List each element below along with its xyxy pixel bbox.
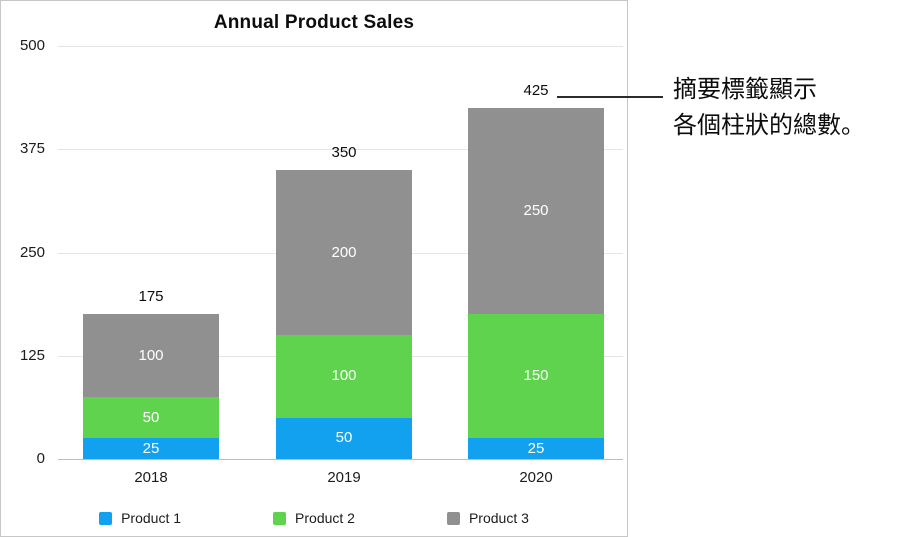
callout-line (557, 96, 663, 98)
legend-item-product-3: Product 3 (446, 510, 529, 526)
legend-label: Product 2 (295, 510, 355, 526)
legend-swatch (446, 511, 460, 525)
annotation-line-2: 各個柱狀的總數。 (673, 112, 865, 139)
bar-segment-product-1-2020 (468, 438, 604, 459)
legend-swatch (273, 511, 287, 525)
x-axis-label: 2018 (134, 469, 168, 486)
bar-segment-product-2-2020 (468, 314, 604, 439)
legend: Product 1 Product 2 Product 3 (1, 510, 627, 526)
y-axis-label: 250 (19, 243, 45, 261)
chart-panel: Annual Product Sales 0 125 250 375 500 25 50 10… (0, 0, 628, 537)
y-axis-label: 375 (19, 140, 45, 158)
segment-value-label: 25 (142, 439, 160, 457)
legend-item-product-1: Product 1 (99, 510, 181, 526)
segment-value-label: 250 (523, 202, 549, 220)
gridline (58, 459, 623, 460)
y-axis-label: 500 (19, 37, 45, 54)
gridline (58, 149, 623, 151)
y-axis-label: 0 (36, 450, 45, 467)
gridline (58, 46, 623, 47)
bar-total-label: 175 (138, 288, 164, 306)
legend-item-product-2: Product 2 (273, 510, 355, 526)
segment-value-label: 50 (335, 429, 353, 447)
bar-segment-product-3-2018 (83, 314, 219, 398)
x-axis-label: 2020 (519, 469, 553, 486)
bar-segment-product-2-2019 (276, 335, 412, 418)
y-axis-label: 125 (19, 346, 45, 364)
annotation-text: 摘要標籤顯示 各個柱狀的總數。 (673, 72, 865, 144)
segment-value-label: 100 (138, 346, 164, 364)
legend-swatch (99, 511, 113, 525)
chart-title: Annual Product Sales (213, 12, 415, 33)
bar-segment-product-2-2018 (83, 397, 219, 439)
segment-value-label: 25 (527, 439, 545, 457)
annotation-line-1: 摘要標籤顯示 (673, 76, 817, 103)
bar-total-label: 425 (523, 81, 549, 99)
legend-label: Product 3 (468, 510, 529, 526)
bar-segment-product-3-2019 (276, 169, 412, 336)
bar-segment-product-3-2020 (468, 107, 604, 315)
bar-segment-product-1-2018 (83, 438, 219, 459)
segment-value-label: 100 (331, 367, 357, 385)
bar-total-label: 350 (331, 143, 357, 161)
segment-value-label: 50 (142, 408, 160, 426)
plot-area: 0 125 250 375 500 25 50 100 175 2018 50 100 200 350 20… (1, 1, 627, 536)
segment-value-label: 200 (331, 243, 357, 261)
segment-value-label: 150 (523, 367, 549, 385)
bar-segment-product-1-2019 (276, 417, 412, 459)
x-axis-label: 2019 (327, 469, 361, 486)
legend-label: Product 1 (121, 510, 182, 526)
